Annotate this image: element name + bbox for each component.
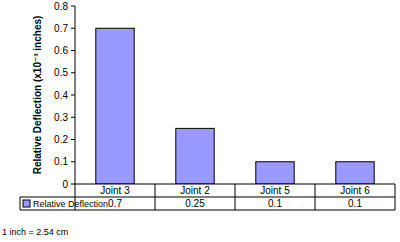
y-tick — [71, 6, 75, 7]
bars — [96, 28, 374, 184]
chart: 0 0.1 0.2 0.3 0.4 0.5 0.6 0.7 0.8 Relative Deflec… — [0, 0, 400, 242]
table-line — [20, 197, 395, 198]
y-tick — [71, 72, 75, 73]
y-tick-label: 0.5 — [54, 67, 68, 78]
y-tick-label: 0.4 — [54, 90, 68, 101]
y-tick-label: 0.7 — [54, 23, 68, 34]
table-line — [155, 184, 156, 210]
y-tick — [71, 139, 75, 140]
x-tick-label: Joint 2 — [180, 185, 210, 196]
table-line — [395, 184, 396, 210]
y-tick — [71, 161, 75, 162]
bar — [336, 162, 374, 184]
y-tick-label: 0.1 — [54, 156, 68, 167]
table-line — [20, 210, 395, 211]
annotation: 1 inch = 2.54 cm — [2, 227, 68, 237]
table-line — [315, 184, 316, 210]
table-value: 0.1 — [268, 198, 282, 209]
y-tick — [71, 95, 75, 96]
y-tick-label: 0.2 — [54, 134, 68, 145]
table-value: 0.25 — [185, 198, 205, 209]
bar — [256, 162, 294, 184]
y-tick-label: 0.8 — [54, 1, 68, 12]
x-tick-label: Joint 3 — [100, 185, 130, 196]
table-value: 0.1 — [348, 198, 362, 209]
table-line — [20, 197, 21, 210]
table-value: 0.7 — [108, 198, 122, 209]
table-line — [235, 184, 236, 210]
y-tick-label: 0 — [62, 179, 68, 190]
bar — [96, 28, 134, 184]
legend-key — [23, 200, 30, 207]
legend-label: Relative Deflection — [33, 199, 108, 209]
y-tick-label: 0.6 — [54, 45, 68, 56]
bar — [176, 128, 214, 184]
y-axis-label: Relative Deflection (x10⁻³ inches) — [32, 16, 43, 175]
y-tick-label: 0.3 — [54, 112, 68, 123]
y-tick — [71, 184, 75, 185]
x-tick-label: Joint 5 — [260, 185, 290, 196]
x-tick-label: Joint 6 — [340, 185, 370, 196]
y-axis — [75, 6, 76, 184]
y-tick — [71, 117, 75, 118]
y-tick — [71, 50, 75, 51]
y-tick — [71, 28, 75, 29]
